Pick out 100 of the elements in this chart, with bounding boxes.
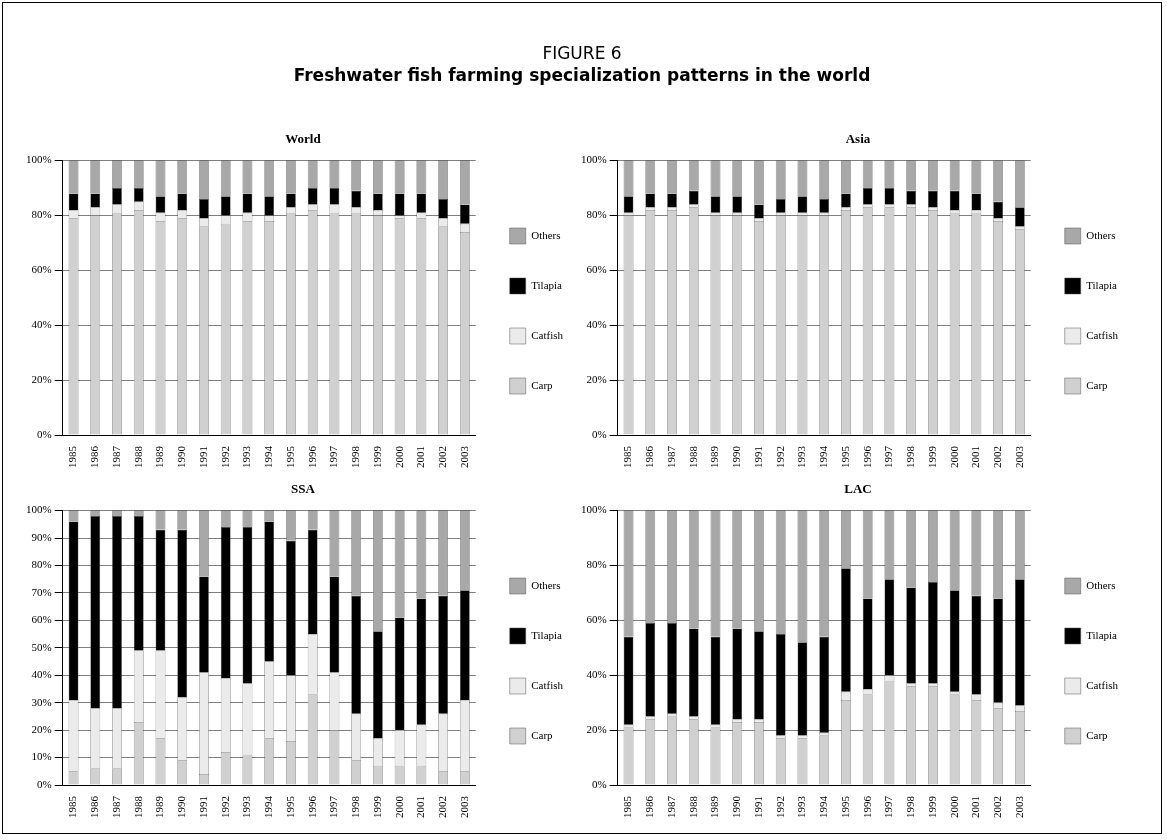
x-tick-label: 1990 — [730, 445, 743, 468]
legend-label: Others — [1086, 578, 1116, 591]
x-tick-label: 1989 — [708, 445, 721, 468]
x-tick-label: 2000 — [947, 795, 960, 818]
x-tick-label: 1995 — [838, 445, 851, 468]
y-tick-label: 0% — [36, 777, 52, 790]
x-tick-label: 2002 — [991, 796, 1004, 818]
x-tick-label: 2001 — [414, 446, 427, 468]
x-tick-label: 1997 — [327, 445, 340, 468]
x-tick-label: 1992 — [773, 796, 786, 818]
legend-label: Others — [531, 228, 561, 241]
y-tick-label: 70% — [31, 585, 52, 598]
x-tick-label: 1988 — [131, 445, 144, 468]
x-tick-label: 1999 — [370, 445, 383, 468]
legend-label: Carp — [531, 378, 554, 391]
x-tick-label: 2001 — [414, 796, 427, 818]
chart-title: World — [284, 131, 322, 148]
x-tick-label: 2002 — [436, 446, 449, 468]
x-tick-label: 1991 — [196, 446, 209, 468]
legend-label: Catfish — [531, 328, 564, 341]
x-tick-label: 1986 — [643, 795, 656, 818]
x-tick-label: 1993 — [795, 795, 808, 818]
legend-label: Catfish — [531, 678, 564, 691]
y-tick-label: 40% — [586, 668, 607, 681]
y-tick-label: 20% — [31, 373, 52, 386]
y-tick-label: 100% — [580, 503, 607, 516]
text: FIGURE 6 — [541, 43, 623, 63]
x-tick-label: 2003 — [1012, 795, 1025, 818]
x-tick-label: 2000 — [947, 445, 960, 468]
x-tick-label: 1985 — [621, 795, 634, 818]
legend-label: Others — [531, 578, 561, 591]
x-tick-label: 1985 — [66, 445, 79, 468]
x-tick-label: 1998 — [904, 445, 917, 468]
x-tick-label: 1986 — [643, 445, 656, 468]
x-tick-label: 2001 — [969, 796, 982, 818]
text: Freshwater fish farming specialization patterns in the world — [292, 65, 872, 85]
y-tick-label: 100% — [25, 503, 52, 516]
legend-label: Tilapia — [1086, 628, 1118, 641]
legend-label: Catfish — [1086, 328, 1119, 341]
x-tick-label: 1994 — [817, 795, 830, 818]
x-tick-label: 2003 — [457, 445, 470, 468]
x-tick-label: 2000 — [392, 445, 405, 468]
y-tick-label: 80% — [31, 208, 52, 221]
y-tick-label: 100% — [580, 153, 607, 166]
y-tick-label: 40% — [31, 318, 52, 331]
x-tick-label: 1993 — [795, 445, 808, 468]
x-tick-label: 1997 — [327, 795, 340, 818]
y-tick-label: 40% — [586, 318, 607, 331]
x-tick-label: 1987 — [109, 445, 122, 468]
x-tick-label: 1998 — [904, 795, 917, 818]
x-tick-label: 1989 — [708, 795, 721, 818]
x-tick-label: 1994 — [262, 445, 275, 468]
x-tick-label: 1988 — [686, 445, 699, 468]
y-tick-label: 20% — [586, 723, 607, 736]
x-tick-label: 1994 — [262, 795, 275, 818]
x-tick-label: 1988 — [686, 795, 699, 818]
x-tick-label: 1991 — [196, 796, 209, 818]
x-tick-label: 1992 — [218, 446, 231, 468]
y-tick-label: 10% — [31, 750, 52, 763]
x-tick-label: 2002 — [991, 446, 1004, 468]
y-tick-label: 0% — [36, 427, 52, 440]
y-tick-label: 0% — [591, 427, 607, 440]
y-tick-label: 20% — [586, 373, 607, 386]
chart-title: SSA — [290, 481, 316, 498]
y-tick-label: 100% — [25, 153, 52, 166]
legend-label: Catfish — [1086, 678, 1119, 691]
y-tick-label: 80% — [586, 208, 607, 221]
x-tick-label: 1990 — [175, 445, 188, 468]
x-tick-label: 1996 — [305, 795, 318, 818]
x-tick-label: 1990 — [175, 795, 188, 818]
x-tick-label: 1990 — [730, 795, 743, 818]
legend-label: Carp — [531, 728, 554, 741]
x-tick-label: 1986 — [88, 445, 101, 468]
x-tick-label: 1991 — [751, 796, 764, 818]
x-tick-label: 1999 — [370, 795, 383, 818]
y-tick-label: 80% — [586, 558, 607, 571]
y-tick-label: 20% — [31, 723, 52, 736]
x-tick-label: 1995 — [283, 445, 296, 468]
legend-label: Carp — [1086, 728, 1109, 741]
chart-title: LAC — [843, 481, 873, 498]
y-tick-label: 60% — [586, 613, 607, 626]
x-tick-label: 1987 — [109, 795, 122, 818]
legend-label: Tilapia — [1086, 278, 1118, 291]
x-tick-label: 1996 — [860, 445, 873, 468]
y-tick-label: 50% — [31, 640, 52, 653]
y-tick-label: 60% — [586, 263, 607, 276]
x-tick-label: 1989 — [153, 795, 166, 818]
x-tick-label: 1998 — [349, 795, 362, 818]
x-tick-label: 1991 — [751, 446, 764, 468]
x-tick-label: 1997 — [882, 795, 895, 818]
x-tick-label: 1993 — [240, 445, 253, 468]
x-tick-label: 1999 — [925, 445, 938, 468]
chart-title: Asia — [844, 131, 872, 148]
y-tick-label: 40% — [31, 668, 52, 681]
x-tick-label: 1985 — [66, 795, 79, 818]
x-tick-label: 2001 — [969, 446, 982, 468]
x-tick-label: 1995 — [283, 795, 296, 818]
legend-label: Tilapia — [531, 628, 563, 641]
y-tick-label: 90% — [31, 530, 52, 543]
legend-label: Others — [1086, 228, 1116, 241]
